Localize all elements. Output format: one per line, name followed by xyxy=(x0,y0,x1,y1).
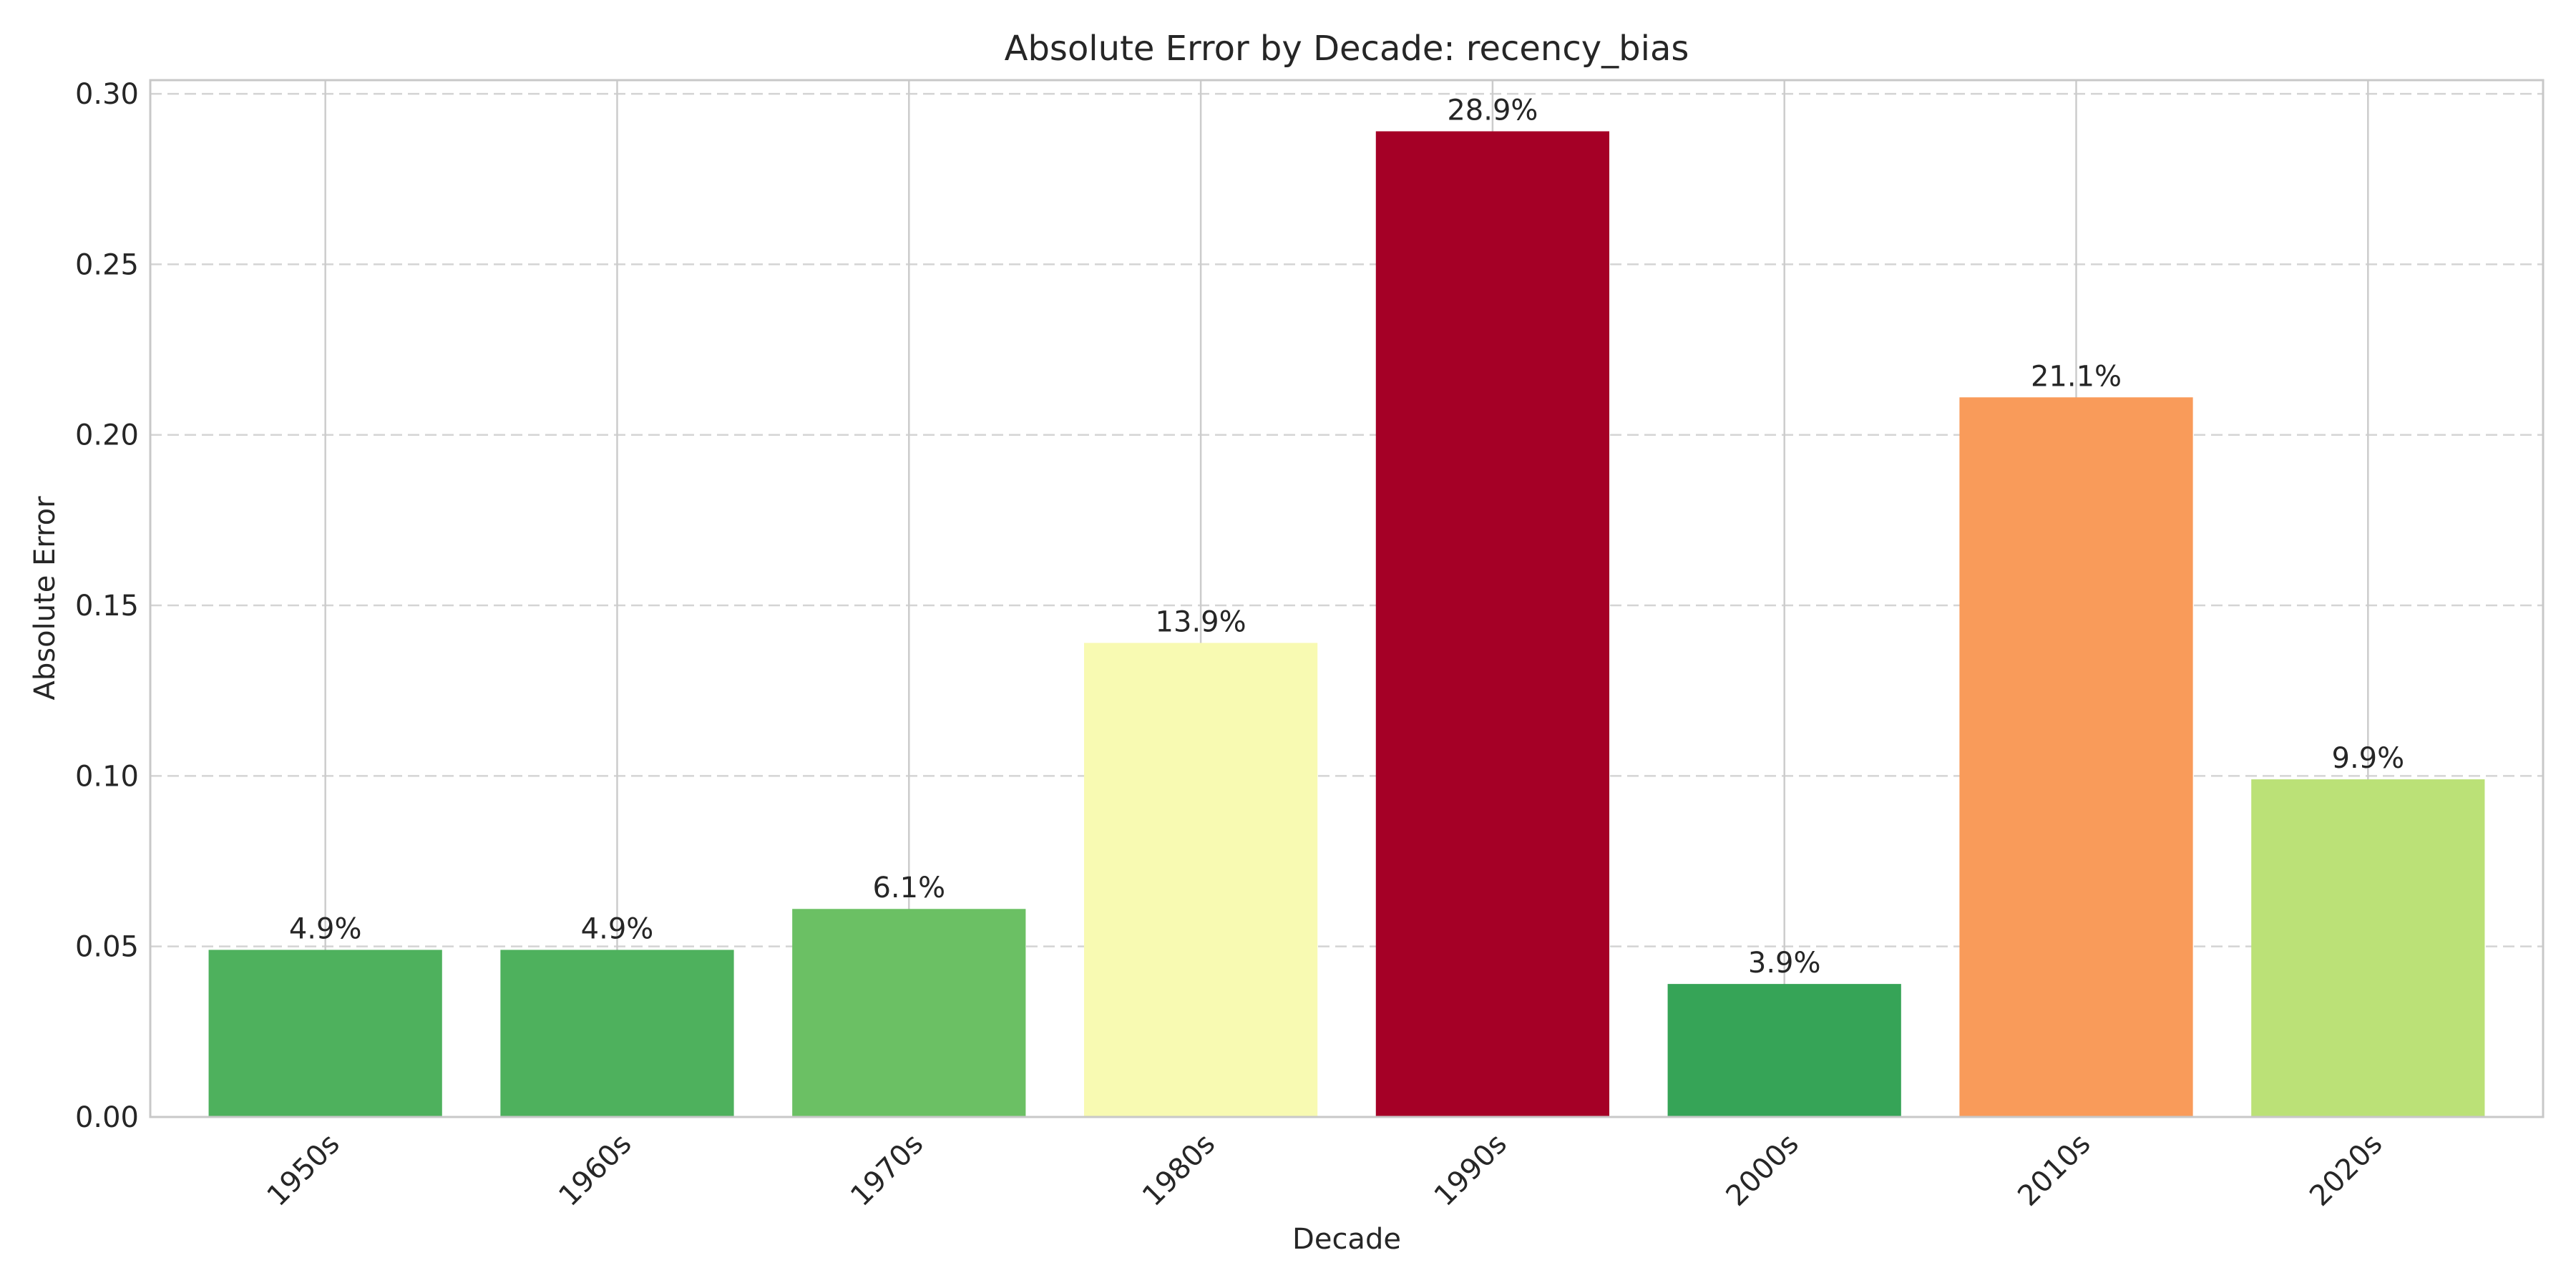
y-tick-label: 0.10 xyxy=(75,760,139,793)
bar xyxy=(1667,984,1901,1117)
bar xyxy=(1375,131,1610,1117)
plot-frame xyxy=(149,79,2545,1118)
bar-value-label: 3.9% xyxy=(1748,947,1821,980)
y-tick-label: 0.00 xyxy=(75,1101,139,1134)
x-tick-label: 1960s xyxy=(552,1128,638,1213)
bars xyxy=(208,131,2485,1117)
bar-value-label: 4.9% xyxy=(581,912,654,945)
x-tick-label: 1990s xyxy=(1428,1128,1513,1213)
bar xyxy=(792,909,1026,1117)
x-tick-label: 1970s xyxy=(844,1128,930,1213)
bar-value-label: 21.1% xyxy=(2031,360,2122,393)
bar-value-label: 6.1% xyxy=(872,872,945,904)
x-tick-label: 2000s xyxy=(1720,1128,1805,1213)
y-tick-label: 0.25 xyxy=(75,248,139,281)
bar xyxy=(2251,779,2485,1117)
bar xyxy=(1083,643,1318,1117)
y-tick-label: 0.15 xyxy=(75,590,139,623)
x-tick-label: 1950s xyxy=(261,1128,346,1213)
x-tick-label: 2010s xyxy=(2011,1128,2097,1213)
data-labels: 4.9% 4.9% 6.1% 13.9% 28.9% 3.9% 21.1% 9.9% xyxy=(289,94,2404,980)
y-tick-label: 0.20 xyxy=(75,419,139,452)
y-tick-label: 0.30 xyxy=(75,78,139,111)
bar xyxy=(208,950,442,1117)
bar xyxy=(500,950,734,1117)
bar-value-label: 4.9% xyxy=(289,912,362,945)
bar xyxy=(1959,397,2193,1117)
y-tick-labels: 0.00 0.05 0.10 0.15 0.20 0.25 0.30 xyxy=(75,78,139,1134)
bar-value-label: 13.9% xyxy=(1156,605,1246,638)
chart-title: Absolute Error by Decade: recency_bias xyxy=(1005,29,1689,69)
y-axis-label: Absolute Error xyxy=(29,496,62,701)
bar-value-label: 9.9% xyxy=(2332,742,2405,775)
x-tick-label: 1980s xyxy=(1136,1128,1221,1213)
x-tick-labels: 1950s 1960s 1970s 1980s 1990s 2000s 2010s 2020s xyxy=(261,1128,2389,1213)
y-tick-label: 0.05 xyxy=(75,931,139,964)
x-axis-label: Decade xyxy=(1292,1223,1401,1256)
bar-value-label: 28.9% xyxy=(1447,94,1538,127)
x-tick-label: 2020s xyxy=(2303,1128,2389,1213)
